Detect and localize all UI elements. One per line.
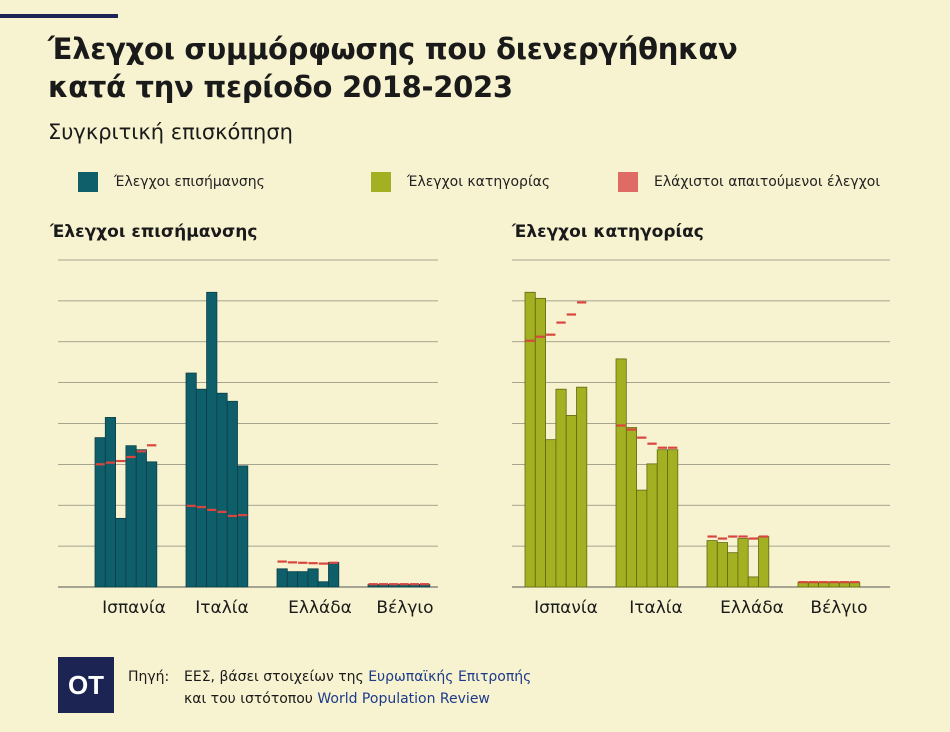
legend-item-minimum: Ελάχιστοι απαιτούμενοι έλεγχοι [618, 172, 880, 192]
legend-swatch-labelling [78, 172, 98, 192]
labelling-bar [328, 561, 340, 588]
x-tick-label: Βέλγιο [810, 598, 867, 618]
x-tick-label: Ελλάδα [720, 598, 784, 618]
x-tick-label: Ελλάδα [288, 598, 352, 618]
page-title: Έλεγχοι συμμόρφωσης που διενεργήθηκαν κα… [48, 30, 908, 106]
subtitle: Συγκριτική επισκόπηση [48, 120, 293, 144]
category-bar [625, 427, 637, 588]
category-bar [716, 542, 728, 588]
source-prefix: ΕΕΣ, βάσει στοιχείων της [184, 669, 364, 685]
category-bar [646, 463, 658, 588]
panel-title-labelling: Έλεγχοι επισήμανσης [50, 222, 258, 242]
labelling-bar [125, 445, 137, 588]
legend: Έλεγχοι επισήμανσης Έλεγχοι κατηγορίας Ε… [0, 172, 950, 198]
legend-swatch-minimum [618, 172, 638, 192]
source-link-wpr[interactable]: World Population Review [317, 691, 490, 707]
category-bar [636, 489, 648, 588]
labelling-bar [185, 372, 197, 588]
source-line2-prefix: και του ιστότοπου [184, 691, 313, 707]
x-tick-label: Ιταλία [195, 598, 248, 618]
brand-logo: OT [58, 657, 114, 713]
source-label: Πηγή: [128, 669, 170, 685]
category-bar [656, 449, 668, 588]
labelling-bar [104, 417, 117, 588]
labelling-bar [286, 571, 298, 588]
category-bar [615, 358, 627, 588]
category-bar [565, 415, 577, 588]
legend-swatch-category [371, 172, 391, 192]
category-bar [555, 388, 567, 588]
labelling-bar [226, 400, 238, 588]
labelling-bar [115, 517, 127, 588]
x-tick-label: Ισπανία [534, 598, 598, 618]
panel-title-category: Έλεγχοι κατηγορίας [512, 222, 704, 242]
labelling-bar [135, 449, 147, 588]
category-bar [545, 439, 557, 588]
legend-label-category: Έλεγχοι κατηγορίας [407, 174, 551, 190]
legend-label-labelling: Έλεγχοι επισήμανσης [114, 174, 265, 190]
source-note: Πηγή: ΕΕΣ, βάσει στοιχείων της Ευρωπαϊκής… [128, 666, 531, 710]
x-tick-label: Ισπανία [102, 598, 166, 618]
legend-label-minimum: Ελάχιστοι απαιτούμενοι έλεγχοι [654, 174, 881, 190]
x-tick-label: Βέλγιο [376, 598, 433, 618]
labelling-bar [206, 291, 218, 588]
x-tick-label: Ιταλία [629, 598, 682, 618]
labelling-bar [216, 392, 228, 588]
labelling-bar [237, 465, 249, 588]
labelling-bar [297, 571, 309, 588]
source-link-commission[interactable]: Ευρωπαϊκής Επιτροπής [368, 669, 532, 685]
category-bar [706, 540, 718, 588]
labelling-bar [94, 437, 106, 588]
legend-item-labelling: Έλεγχοι επισήμανσης [78, 172, 265, 192]
category-bar [524, 291, 536, 588]
legend-item-category: Έλεγχοι κατηγορίας [371, 172, 550, 192]
top-rule [0, 14, 118, 18]
category-bar [534, 297, 546, 588]
category-bar [667, 449, 679, 588]
category-bar [727, 552, 739, 588]
category-bar [576, 386, 588, 588]
labelling-bar [146, 461, 158, 588]
labelling-bar [307, 568, 319, 588]
category-bar [758, 536, 770, 588]
title-line-2: κατά την περίοδο 2018-2023 [48, 70, 513, 104]
labelling-bar [276, 568, 288, 588]
category-bar [737, 538, 749, 588]
category-bar [747, 576, 759, 588]
labelling-bar [317, 581, 329, 588]
title-line-1: Έλεγχοι συμμόρφωσης που διενεργήθηκαν [48, 32, 738, 66]
labelling-bar [195, 388, 208, 588]
